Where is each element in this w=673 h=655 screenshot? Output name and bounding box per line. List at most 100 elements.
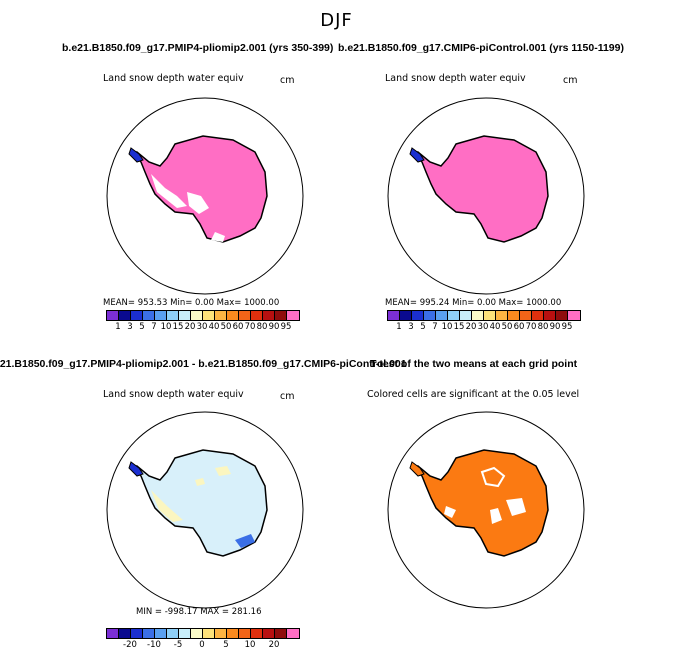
colorbar-tick-label: 5	[223, 640, 229, 650]
colorbar-swatch	[472, 311, 484, 320]
colorbar-swatch	[227, 629, 239, 638]
colorbar-tick-label: 7	[432, 322, 438, 332]
colorbar-swatch	[520, 311, 532, 320]
colorbar-swatch	[424, 311, 436, 320]
colorbar-tick-label: -10	[147, 640, 161, 650]
colorbar-swatch	[400, 311, 412, 320]
panel3-colorbar	[106, 628, 300, 639]
colorbar-swatch	[155, 311, 167, 320]
colorbar-tick-label: 1	[115, 322, 121, 332]
colorbar-swatch	[287, 311, 299, 320]
colorbar-tick-label: 3	[127, 322, 133, 332]
colorbar-swatch	[107, 629, 119, 638]
colorbar-tick-label: 70	[525, 322, 537, 332]
colorbar-tick-label: 80	[537, 322, 549, 332]
colorbar-tick-label: 95	[561, 322, 573, 332]
colorbar-tick-label: 15	[172, 322, 184, 332]
colorbar-swatch	[107, 311, 119, 320]
ttest-title: T-test of the two means at each grid poi…	[370, 358, 578, 370]
colorbar-swatch	[215, 629, 227, 638]
colorbar-swatch	[167, 311, 179, 320]
panel1-units-label: cm	[280, 75, 295, 86]
colorbar-tick-label: 7	[151, 322, 157, 332]
colorbar-swatch	[155, 629, 167, 638]
colorbar-swatch	[179, 629, 191, 638]
panel2-units-label: cm	[563, 75, 578, 86]
colorbar-swatch	[484, 311, 496, 320]
colorbar-tick-label: 90	[268, 322, 280, 332]
colorbar-tick-label: 40	[489, 322, 501, 332]
panel3-variable-label: Land snow depth water equiv	[103, 389, 244, 400]
colorbar-swatch	[388, 311, 400, 320]
panel4-variable-label: Colored cells are significant at the 0.0…	[367, 389, 580, 400]
panel1-colorbar	[106, 310, 300, 321]
colorbar-tick-label: 1	[396, 322, 402, 332]
colorbar-swatch	[119, 311, 131, 320]
colorbar-tick-label: 10	[160, 322, 172, 332]
difference-title: e21.B1850.f09_g17.PMIP4-pliomip2.001 - b…	[0, 358, 407, 370]
colorbar-tick-label: 20	[465, 322, 477, 332]
colorbar-tick-label: 60	[513, 322, 525, 332]
colorbar-tick-label: 30	[196, 322, 208, 332]
colorbar-tick-label: 15	[453, 322, 465, 332]
colorbar-tick-label: -5	[173, 640, 183, 650]
colorbar-swatch	[412, 311, 424, 320]
colorbar-swatch	[143, 311, 155, 320]
colorbar-swatch	[460, 311, 472, 320]
colorbar-tick-label: 0	[199, 640, 205, 650]
colorbar-swatch	[239, 629, 251, 638]
colorbar-tick-label: 20	[184, 322, 196, 332]
colorbar-swatch	[167, 629, 179, 638]
colorbar-swatch	[131, 629, 143, 638]
panel4-map	[387, 411, 585, 609]
colorbar-tick-label: 60	[232, 322, 244, 332]
colorbar-swatch	[191, 311, 203, 320]
colorbar-swatch	[436, 311, 448, 320]
colorbar-swatch	[532, 311, 544, 320]
colorbar-swatch	[275, 311, 287, 320]
colorbar-tick-label: 70	[244, 322, 256, 332]
colorbar-swatch	[215, 311, 227, 320]
colorbar-swatch	[179, 311, 191, 320]
panel3-map	[106, 411, 304, 609]
colorbar-tick-label: 20	[268, 640, 280, 650]
colorbar-swatch	[251, 311, 263, 320]
colorbar-swatch	[191, 629, 203, 638]
colorbar-swatch	[263, 311, 275, 320]
colorbar-tick-label: 40	[208, 322, 220, 332]
panel1-variable-label: Land snow depth water equiv	[103, 73, 244, 84]
panel3-stats: MIN = -998.17 MAX = 281.16	[136, 607, 262, 617]
colorbar-tick-label: 30	[477, 322, 489, 332]
panel2-map	[387, 97, 585, 295]
colorbar-swatch	[263, 629, 275, 638]
left-run-title: b.e21.B1850.f09_g17.PMIP4-pliomip2.001 (…	[62, 42, 334, 54]
colorbar-swatch	[448, 311, 460, 320]
colorbar-tick-label: -20	[123, 640, 137, 650]
colorbar-swatch	[275, 629, 287, 638]
colorbar-tick-label: 90	[549, 322, 561, 332]
colorbar-tick-label: 50	[220, 322, 232, 332]
right-run-title: b.e21.B1850.f09_g17.CMIP6-piControl.001 …	[338, 42, 624, 54]
colorbar-swatch	[508, 311, 520, 320]
colorbar-swatch	[131, 311, 143, 320]
panel1-map	[106, 97, 304, 295]
colorbar-tick-label: 95	[280, 322, 292, 332]
colorbar-tick-label: 50	[501, 322, 513, 332]
colorbar-tick-label: 10	[244, 640, 256, 650]
colorbar-swatch	[544, 311, 556, 320]
figure-title: DJF	[320, 10, 353, 31]
colorbar-swatch	[203, 311, 215, 320]
colorbar-tick-label: 80	[256, 322, 268, 332]
colorbar-swatch	[496, 311, 508, 320]
colorbar-swatch	[568, 311, 580, 320]
panel2-variable-label: Land snow depth water equiv	[385, 73, 526, 84]
colorbar-swatch	[239, 311, 251, 320]
colorbar-swatch	[119, 629, 131, 638]
panel3-units-label: cm	[280, 391, 295, 402]
colorbar-swatch	[203, 629, 215, 638]
panel2-colorbar	[387, 310, 581, 321]
colorbar-tick-label: 5	[139, 322, 145, 332]
colorbar-swatch	[556, 311, 568, 320]
colorbar-tick-label: 3	[408, 322, 414, 332]
colorbar-swatch	[143, 629, 155, 638]
